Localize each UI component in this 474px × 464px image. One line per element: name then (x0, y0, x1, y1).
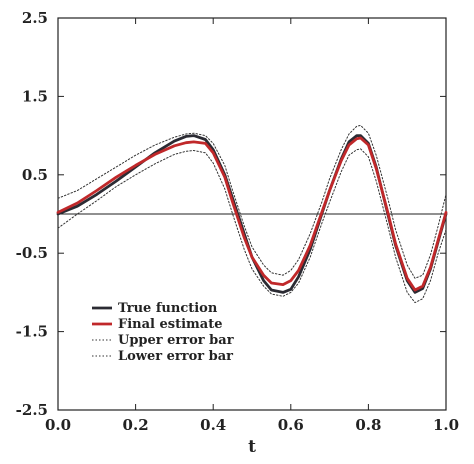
legend-label: True function (118, 301, 218, 316)
y-tick-label: -2.5 (16, 401, 48, 419)
y-tick-label: 0.5 (22, 166, 48, 184)
y-tick-label: -0.5 (16, 244, 48, 262)
x-tick-label: 0.4 (200, 416, 226, 434)
x-tick-label: 0.6 (278, 416, 304, 434)
y-tick-label: -1.5 (16, 323, 48, 341)
x-tick-label: 0.8 (355, 416, 381, 434)
series-line-lower-error-bar (57, 148, 447, 304)
series-layer (56, 124, 448, 304)
x-tick-label: 0.2 (123, 416, 149, 434)
y-axis-ticks: 2.5 1.5 0.5 -0.5 -1.5 -2.5 (16, 9, 446, 419)
legend-label: Lower error bar (118, 349, 233, 364)
x-tick-label: 0.0 (45, 416, 71, 434)
y-tick-label: 2.5 (22, 9, 48, 27)
legend-label: Final estimate (118, 317, 223, 332)
x-axis-ticks: 0.0 0.2 0.4 0.6 0.8 1.0 (45, 18, 459, 434)
x-axis-label: t (248, 437, 256, 457)
plot-area: 0.0 0.2 0.4 0.6 0.8 1.0 2.5 1.5 0.5 -0.5 -1.5 -2.5 (16, 9, 459, 434)
series-line-final-estimate (56, 136, 448, 292)
legend-label: Upper error bar (118, 333, 234, 348)
series-line-upper-error-bar (57, 124, 447, 279)
y-tick-label: 1.5 (22, 87, 48, 105)
x-tick-label: 1.0 (433, 416, 459, 434)
